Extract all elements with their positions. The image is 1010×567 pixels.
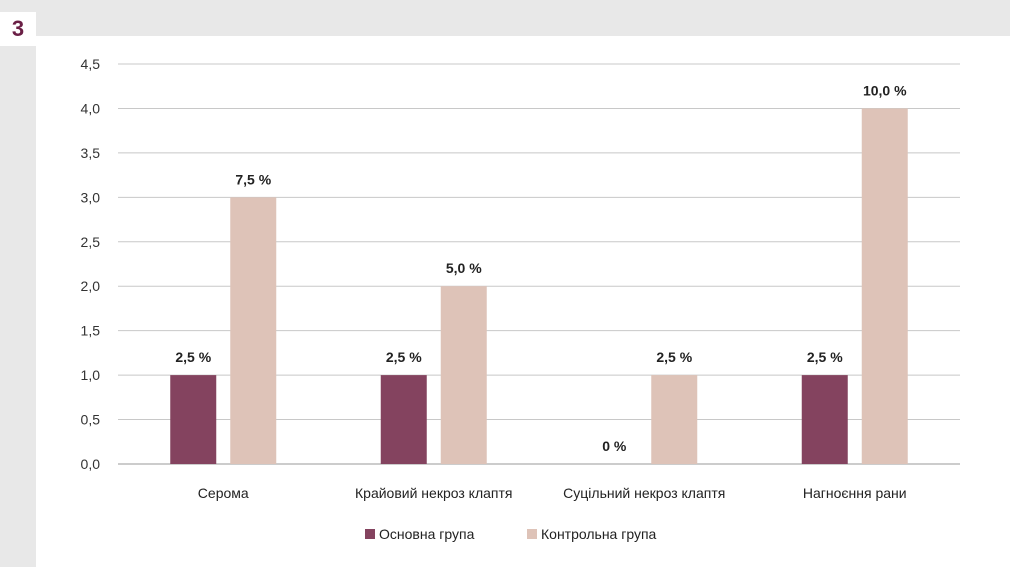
legend-label: Основна група — [379, 526, 475, 542]
data-label: 0 % — [602, 438, 627, 454]
bar-control-group — [861, 108, 908, 464]
data-label: 2,5 % — [175, 349, 211, 365]
legend-swatch — [365, 529, 375, 539]
bar-main-group — [380, 375, 427, 464]
panel-number: 3 — [0, 12, 36, 46]
category-label: Крайовий некроз клаптя — [355, 485, 512, 501]
data-label: 10,0 % — [863, 82, 907, 98]
bar-chart: 0,0 0,5 1,0 1,5 2,0 2,5 3,0 3,5 4,0 4,5 2,5 % 7,5 %… — [36, 36, 1010, 567]
data-label: 2,5 % — [386, 349, 422, 365]
legend-swatch — [527, 529, 537, 539]
y-tick-label: 0,0 — [81, 456, 101, 472]
category-label: Нагноєння рани — [803, 485, 907, 501]
y-tick-label: 4,0 — [81, 100, 101, 116]
bar-control-group — [230, 197, 277, 465]
bar-control-group — [440, 286, 487, 464]
legend-label: Контрольна група — [541, 526, 657, 542]
y-tick-label: 2,5 — [81, 234, 101, 250]
data-label: 2,5 % — [656, 349, 692, 365]
category-label: Суцільний некроз клаптя — [563, 485, 725, 501]
data-label: 5,0 % — [446, 260, 482, 276]
chart-svg: 0,0 0,5 1,0 1,5 2,0 2,5 3,0 3,5 4,0 4,5 2,5 % 7,5 %… — [81, 56, 960, 542]
y-tick-label: 0,5 — [81, 412, 101, 428]
bar-main-group — [170, 375, 217, 464]
y-tick-label: 4,5 — [81, 56, 101, 72]
data-label: 7,5 % — [235, 171, 271, 187]
y-tick-label: 3,5 — [81, 145, 101, 161]
y-tick-label: 1,5 — [81, 323, 101, 339]
y-tick-label: 1,0 — [81, 367, 101, 383]
y-tick-label: 3,0 — [81, 189, 101, 205]
category-label: Серома — [198, 485, 249, 501]
y-tick-label: 2,0 — [81, 278, 101, 294]
bar-control-group — [651, 375, 698, 464]
bar-main-group — [801, 375, 848, 464]
data-label: 2,5 % — [807, 349, 843, 365]
